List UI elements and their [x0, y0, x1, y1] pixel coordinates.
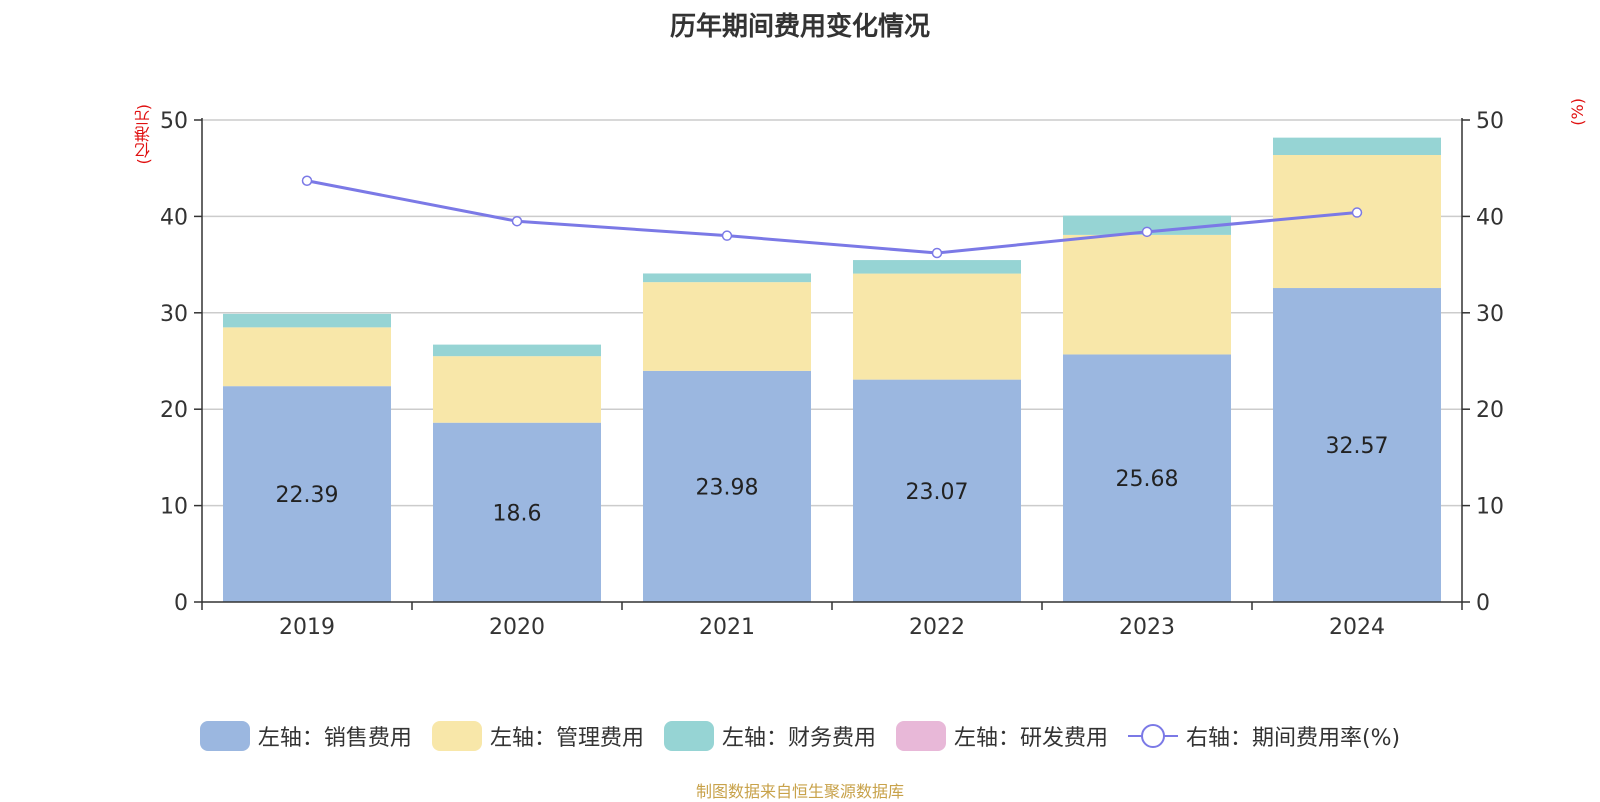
right-axis-tick-label: 30: [1476, 302, 1504, 327]
expense-ratio-point: [931, 247, 943, 259]
expense-ratio-point: [721, 230, 733, 241]
legend-swatch-rd: [895, 721, 946, 751]
bar-data-label: 22.39: [276, 483, 339, 508]
bar-segment-1: [223, 327, 391, 387]
right-axis-tick-label: 50: [1476, 109, 1504, 134]
bar-segment-1: [433, 356, 601, 423]
bar-data-label: 18.6: [493, 501, 542, 526]
bar-segment-0: [643, 370, 811, 602]
legend-label-sales: 左轴：销售费用: [257, 726, 412, 751]
bar-segment-0: [223, 386, 391, 602]
legend-swatch-admin: [431, 721, 482, 751]
bar-segment-0: [433, 422, 601, 602]
legend-label-admin: 左轴：管理费用: [489, 726, 644, 751]
right-axis-tick-label: 0: [1476, 591, 1490, 616]
right-axis-tick-label: 10: [1476, 495, 1504, 520]
x-axis-tick-label: 2023: [1119, 615, 1175, 640]
legend-label-finance: 左轴：财务费用: [721, 726, 876, 751]
bar-segment-1: [853, 273, 1021, 380]
x-axis-tick-label: 2019: [279, 615, 335, 640]
bar-data-label: 25.68: [1116, 467, 1179, 492]
bar-data-label: 23.98: [696, 475, 759, 500]
bar-segment-2: [643, 273, 811, 283]
bar-segment-1: [643, 282, 811, 371]
chart-title: 历年期间费用变化情况: [669, 12, 930, 42]
bar-segment-0: [853, 379, 1021, 602]
legend: 左轴：销售费用 左轴：管理费用 左轴：财务费用 左轴：研发费用 右轴：期间费用率…: [0, 720, 1600, 752]
bar-segment-0: [1273, 288, 1441, 602]
expense-ratio-point: [301, 175, 313, 186]
expense-ratio-point: [1141, 226, 1153, 238]
x-axis-tick-label: 2020: [489, 615, 545, 640]
legend-swatch-finance: [663, 721, 714, 751]
left-axis-tick-label: 20: [160, 398, 188, 423]
legend-item-admin[interactable]: 左轴：管理费用: [431, 720, 644, 752]
left-axis-tick-label: 50: [160, 109, 188, 134]
expense-ratio-line: [306, 179, 1358, 255]
bar-data-label: 23.07: [906, 480, 969, 505]
right-axis-tick-label: 40: [1476, 205, 1504, 230]
legend-item-expense-ratio[interactable]: 右轴：期间费用率(%): [1127, 720, 1401, 752]
chart-canvas: 0 10 20 30 40 50 0 10 20 30 40 50 22.39 2019 18.6 2020 2…: [160, 109, 1504, 640]
legend-item-finance[interactable]: 左轴：财务费用: [663, 720, 876, 752]
left-axis-tick-label: 40: [160, 205, 188, 230]
bar-data-label: 32.57: [1326, 434, 1389, 459]
left-axis-tick-label: 10: [160, 495, 188, 520]
expense-ratio-point: [511, 215, 523, 227]
x-axis-tick-label: 2021: [699, 615, 755, 640]
legend-label-rd: 左轴：研发费用: [953, 726, 1108, 751]
x-axis-tick-label: 2022: [909, 615, 965, 640]
bar-segment-2: [223, 313, 391, 328]
bar-segment-0: [1063, 354, 1231, 602]
bar-segment-1: [1273, 154, 1441, 289]
bar-segment-2: [433, 344, 601, 357]
left-axis-tick-label: 0: [174, 591, 188, 616]
x-axis-tick-label: 2024: [1329, 615, 1385, 640]
right-axis-tick-label: 20: [1476, 398, 1504, 423]
legend-label-expense-ratio: 右轴：期间费用率(%): [1185, 726, 1401, 751]
data-source-note: 制图数据来自恒生聚源数据库: [695, 782, 904, 801]
legend-swatch-sales: [199, 721, 250, 751]
legend-line-marker-icon: [1127, 721, 1178, 751]
bar-segment-2: [853, 260, 1021, 274]
legend-item-rd[interactable]: 左轴：研发费用: [895, 720, 1108, 752]
bar-segment-2: [1063, 215, 1231, 235]
legend-item-sales[interactable]: 左轴：销售费用: [199, 720, 412, 752]
bar-segment-2: [1273, 137, 1441, 155]
expense-ratio-point: [1351, 207, 1363, 218]
bar-segment-1: [1063, 234, 1231, 355]
left-axis-tick-label: 30: [160, 302, 188, 327]
